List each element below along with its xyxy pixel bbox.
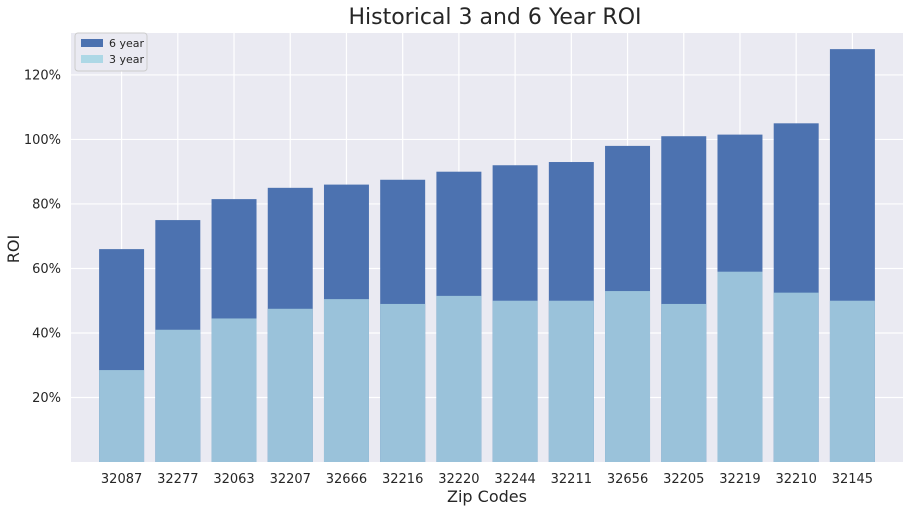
- y-tick-label: 60%: [32, 262, 61, 277]
- x-tick-label: 32216: [382, 472, 423, 487]
- bar-3-year-32145: [829, 300, 875, 462]
- x-tick-label: 32244: [494, 472, 535, 487]
- x-tick-label: 32145: [832, 472, 873, 487]
- y-tick-label: 100%: [24, 133, 61, 148]
- bars: [99, 49, 875, 463]
- y-tick-labels: 20% 40% 60% 80% 100% 120%: [24, 68, 61, 406]
- x-tick-label: 32210: [776, 472, 817, 487]
- x-tick-label: 32666: [326, 472, 367, 487]
- bar-3-year-32216: [380, 303, 426, 462]
- x-tick-label: 32656: [607, 472, 648, 487]
- x-tick-label: 32205: [663, 472, 704, 487]
- bar-3-year-32205: [661, 303, 707, 462]
- x-axis-label: Zip Codes: [447, 487, 527, 506]
- bar-3-year-32210: [773, 292, 819, 462]
- x-tick-labels: 32087 32277 32063 32207 32666 32216 32220 32244…: [101, 472, 873, 487]
- legend-label-3-year: 3 year: [109, 53, 145, 66]
- legend-swatch-3-year: [81, 55, 103, 63]
- legend-swatch-6-year: [81, 39, 103, 47]
- bar-3-year-32087: [99, 370, 145, 462]
- x-tick-label: 32219: [719, 472, 760, 487]
- legend: 6 year 3 year: [74, 32, 148, 72]
- legend-label-6-year: 6 year: [109, 37, 145, 50]
- y-tick-label: 40%: [32, 326, 61, 341]
- x-tick-label: 32277: [157, 472, 198, 487]
- bar-3-year-32219: [717, 271, 763, 462]
- x-tick-label: 32063: [213, 472, 254, 487]
- bar-3-year-32207: [267, 308, 313, 462]
- bar-3-year-32277: [155, 329, 201, 462]
- bar-3-year-32211: [548, 300, 594, 462]
- bar-3-year-32063: [211, 318, 257, 462]
- y-tick-label: 80%: [32, 197, 61, 212]
- x-tick-label: 32220: [438, 472, 479, 487]
- bar-3-year-32656: [605, 291, 651, 462]
- x-tick-label: 32087: [101, 472, 142, 487]
- bar-3-year-32220: [436, 295, 482, 462]
- chart-title: Historical 3 and 6 Year ROI: [348, 5, 641, 30]
- bar-3-year-32666: [323, 299, 369, 462]
- y-axis-label: ROI: [4, 235, 23, 263]
- x-tick-label: 32207: [270, 472, 311, 487]
- bar-3-year-32244: [492, 300, 538, 462]
- y-tick-label: 120%: [24, 68, 61, 83]
- plot-area: [71, 33, 903, 462]
- x-tick-label: 32211: [551, 472, 592, 487]
- y-tick-label: 20%: [32, 391, 61, 406]
